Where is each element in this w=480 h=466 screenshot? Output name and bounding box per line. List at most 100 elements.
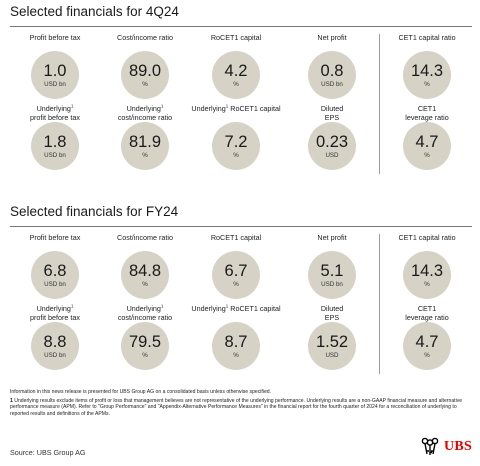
metric-cell: Profit before tax 6.8 USD bn [5,233,105,299]
metric-label-line1: Underlying1 [95,304,195,313]
metric-circle: 8.8 USD bn [31,322,79,370]
section-rule [10,226,472,227]
metric-label-line1: Cost/income ratio [95,233,195,242]
metric-label: CET1 leverage ratio [377,304,477,322]
metric-label: Diluted EPS [282,104,382,122]
metric-label: CET1 capital ratio [377,33,477,51]
ubs-logo: UBS [419,437,472,457]
metric-cell: Net profit 5.1 USD bn [282,233,382,299]
metric-circle: 1.52 USD [308,322,356,370]
metric-unit: % [233,151,239,159]
metric-label-text: CET1 [417,304,437,313]
metric-unit: USD bn [44,151,66,159]
metric-label: RoCET1 capital [186,233,286,251]
metric-value: 8.8 [43,332,67,351]
metric-cell: Cost/income ratio 89.0% [95,33,195,99]
metric-circle: 8.7% [212,322,260,370]
metric-cell: RoCET1 capital 4.2% [186,33,286,99]
footnote-1: 1 Underlying results exclude items of pr… [10,398,470,418]
metric-label-line1: Profit before tax [5,33,105,42]
metric-label-line2: RoCET1 capital [230,304,281,313]
metric-cell: Underlying1 RoCET1 capital 8.7% [186,304,286,370]
metric-circle: 6.7% [212,251,260,299]
metric-label-line1: Underlying1 [5,104,105,113]
footnote-intro: Information in this news release is pres… [10,389,272,395]
metric-label-text: CET1 [417,104,437,113]
metric-label-line1: CET1 [377,104,477,113]
metric-label-text: Profit before tax [29,233,81,242]
metric-circle: 0.23 USD [308,122,356,170]
metric-value: 4.2 [224,61,248,80]
metric-cell: CET1 capital ratio 14.3% [377,33,477,99]
metric-value: 4.7 [415,132,439,151]
metric-circle: 4.7% [403,322,451,370]
metric-label-line2: leverage ratio [405,313,449,322]
metric-label-line1: CET1 capital ratio [377,233,477,242]
metric-label: CET1 capital ratio [377,233,477,251]
section-title: Selected financials for FY24 [10,204,179,219]
metric-label: Profit before tax [5,33,105,51]
metric-label: Cost/income ratio [95,33,195,51]
metric-unit: % [424,280,430,288]
metric-unit: USD bn [321,280,343,288]
metric-label-text: CET1 capital ratio [398,233,456,242]
metric-unit: % [142,351,148,359]
metric-label-text: RoCET1 capital [210,233,262,242]
metric-label-text: Diluted [320,304,344,313]
metric-value: 0.23 [315,132,349,151]
metric-value: 8.7 [224,332,248,351]
metric-label: Net profit [282,33,382,51]
metric-cell: Underlying1 RoCET1 capital 7.2% [186,104,286,170]
metric-label-line2: cost/income ratio [117,313,173,322]
metric-unit: % [424,80,430,88]
metric-value: 0.8 [320,61,344,80]
metric-label-line2: profit before tax [30,113,80,122]
metric-label-line1: Cost/income ratio [95,33,195,42]
logo-text: UBS [444,439,473,454]
metric-cell: Diluted EPS 0.23 USD [282,104,382,170]
keys-icon [421,437,439,455]
column-divider [379,234,380,374]
metric-unit: % [142,280,148,288]
metric-label-line2: cost/income ratio [117,113,173,122]
metric-value: 1.8 [43,132,67,151]
metric-label: Underlying1 cost/income ratio [95,104,195,122]
metric-cell: Net profit 0.8 USD bn [282,33,382,99]
metric-value: 1.0 [43,61,67,80]
metric-cell: Underlying1 profit before tax 1.8 USD bn [5,104,105,170]
metric-label: Diluted EPS [282,304,382,322]
metric-circle: 6.8 USD bn [31,251,79,299]
metric-label-text: Underlying [36,304,71,313]
metric-label-text: Underlying [36,104,71,113]
footnote-text: Underlying results exclude items of prof… [10,397,463,417]
metric-label: Profit before tax [5,233,105,251]
metric-label-text: Net profit [317,233,347,242]
metric-label-line1: Diluted [282,304,382,313]
metric-label-line1: RoCET1 capital [186,33,286,42]
metric-circle: 1.8 USD bn [31,122,79,170]
metric-value: 6.8 [43,261,67,280]
metric-unit: % [233,280,239,288]
metric-circle: 84.8% [121,251,169,299]
metric-circle: 5.1 USD bn [308,251,356,299]
metric-circle: 89.0% [121,51,169,99]
metric-unit: USD bn [44,351,66,359]
metric-label: Underlying1 profit before tax [5,104,105,122]
metric-label-text: Underlying [191,304,226,313]
column-divider [379,34,380,174]
metric-label-line1: Underlying1 [5,304,105,313]
metric-label-line1: Underlying1 [95,104,195,113]
metric-label-line1: Diluted [282,104,382,113]
metric-value: 79.5 [128,332,162,351]
metric-unit: USD [325,151,339,159]
footnotes: Information in this news release is pres… [10,389,470,419]
metric-unit: USD bn [321,80,343,88]
metric-circle: 79.5% [121,322,169,370]
metric-label-text: CET1 capital ratio [398,33,456,42]
metric-label-text: Cost/income ratio [117,233,173,242]
metric-label-text: Underlying [191,104,226,113]
metric-label-line1: CET1 capital ratio [377,33,477,42]
metric-cell: RoCET1 capital 6.7% [186,233,286,299]
metric-unit: % [233,351,239,359]
metric-cell: CET1 leverage ratio 4.7% [377,104,477,170]
